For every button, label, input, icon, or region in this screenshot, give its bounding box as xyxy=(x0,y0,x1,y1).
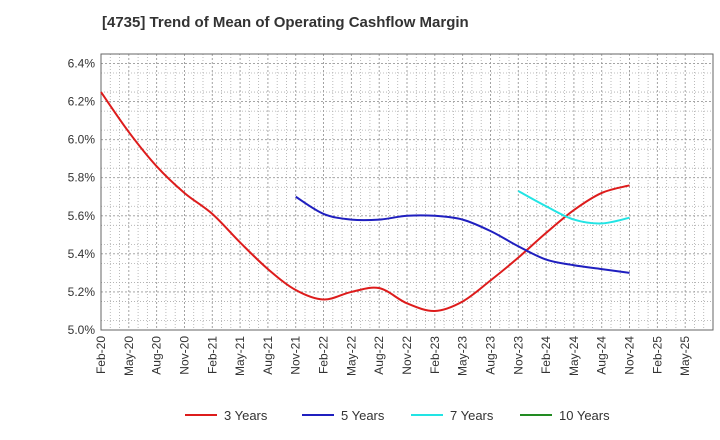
legend: 3 Years 5 Years 7 Years 10 Years xyxy=(185,408,610,423)
x-tick-label: Feb-22 xyxy=(317,336,331,374)
chart-title: [4735] Trend of Mean of Operating Cashfl… xyxy=(102,14,469,31)
x-tick-label: Nov-20 xyxy=(177,336,191,375)
y-tick-label: 5.0% xyxy=(68,323,96,337)
x-tick-label: May-22 xyxy=(344,336,358,376)
x-tick-label: May-25 xyxy=(678,336,692,376)
plot-frame xyxy=(100,53,714,331)
x-tick-label: Feb-23 xyxy=(428,336,442,374)
x-tick-label: Aug-23 xyxy=(483,336,497,375)
series-line-1 xyxy=(100,91,630,312)
x-tick-label: May-20 xyxy=(122,336,136,376)
series-line-3 xyxy=(517,190,630,225)
y-tick-label: 5.8% xyxy=(68,171,96,185)
x-tick-label: Aug-20 xyxy=(150,336,164,375)
y-tick-label: 6.2% xyxy=(68,95,96,109)
y-tick-label: 5.4% xyxy=(68,247,96,261)
x-tick-label: Nov-21 xyxy=(289,336,303,375)
x-tick-label: May-21 xyxy=(233,336,247,376)
x-tick-label: Feb-21 xyxy=(205,336,219,374)
axes: 5.0% 5.2% 5.4% 5.6% 5.8% 6.0% 6.2% 6.4% Feb-20 Ma… xyxy=(68,53,714,376)
y-tick-label: 5.6% xyxy=(68,209,96,223)
series-line-2 xyxy=(295,195,630,274)
y-tick-label: 6.0% xyxy=(68,133,96,147)
series-lines xyxy=(100,91,630,312)
y-tick-label: 6.4% xyxy=(68,57,96,71)
y-tick-label: 5.2% xyxy=(68,285,96,299)
x-tick-label: May-24 xyxy=(567,336,581,376)
legend-label: 10 Years xyxy=(559,408,610,423)
legend-label: 7 Years xyxy=(450,408,494,423)
x-tick-label: Feb-25 xyxy=(650,336,664,374)
x-tick-label: Aug-22 xyxy=(372,336,386,375)
x-tick-label: Nov-24 xyxy=(623,336,637,375)
grid xyxy=(100,53,714,331)
x-tick-label: Feb-20 xyxy=(94,336,108,374)
x-tick-label: Feb-24 xyxy=(539,336,553,374)
x-tick-label: Aug-21 xyxy=(261,336,275,375)
x-tick-label: Aug-24 xyxy=(595,336,609,375)
x-tick-label: Nov-23 xyxy=(511,336,525,375)
x-tick-label: May-23 xyxy=(456,336,470,376)
legend-label: 3 Years xyxy=(224,408,268,423)
x-tick-label: Nov-22 xyxy=(400,336,414,375)
legend-label: 5 Years xyxy=(341,408,385,423)
